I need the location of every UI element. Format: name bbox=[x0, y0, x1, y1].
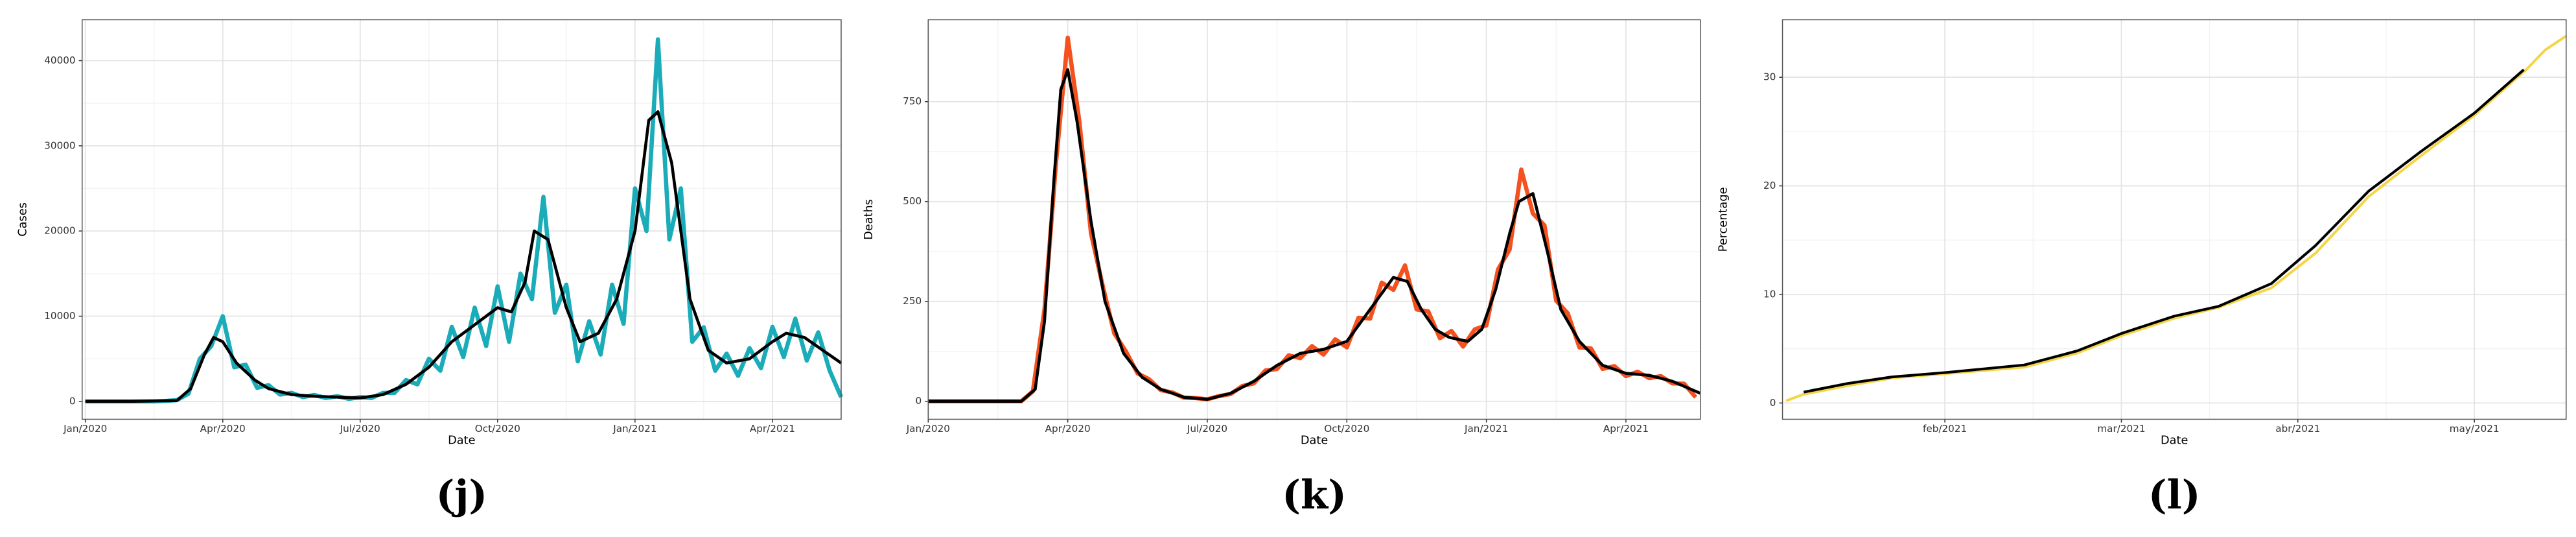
y-tick-label: 250 bbox=[903, 295, 922, 307]
y-axis-title: Deaths bbox=[863, 199, 876, 240]
y-tick-label: 20 bbox=[1763, 180, 1776, 191]
plot-panel bbox=[928, 19, 1700, 420]
x-tick-label: Jan/2020 bbox=[906, 423, 950, 435]
x-tick-label: Apr/2020 bbox=[1045, 423, 1091, 435]
x-axis-title: Date bbox=[448, 434, 475, 447]
panel-caption: (l) bbox=[2148, 472, 2201, 518]
y-tick-label: 20000 bbox=[44, 225, 75, 237]
y-tick-label: 30 bbox=[1763, 71, 1776, 83]
x-tick-label: Oct/2020 bbox=[1324, 423, 1369, 435]
y-tick-label: 500 bbox=[903, 195, 922, 207]
y-tick-label: 40000 bbox=[44, 54, 75, 66]
series-line bbox=[85, 37, 843, 404]
x-tick-label: Jan/2020 bbox=[63, 423, 107, 435]
x-tick-label: Jan/2021 bbox=[1464, 423, 1508, 435]
y-tick-label: 750 bbox=[903, 95, 922, 107]
x-tick-label: may/2021 bbox=[2450, 423, 2500, 435]
plot-panel bbox=[1782, 19, 2566, 420]
y-tick-label: 0 bbox=[69, 395, 76, 407]
y-axis-title: Cases bbox=[16, 202, 29, 237]
panel-caption: (j) bbox=[436, 472, 488, 518]
x-tick-label: Jul/2020 bbox=[1187, 423, 1227, 435]
panel-border bbox=[81, 19, 842, 420]
y-tick-label: 0 bbox=[1770, 397, 1776, 409]
series-line bbox=[1803, 68, 2525, 394]
panel-border bbox=[927, 19, 1701, 420]
x-tick-label: Jul/2020 bbox=[340, 423, 380, 435]
x-axis-title: Date bbox=[1301, 434, 1328, 447]
y-axis-title: Percentage bbox=[1717, 187, 1730, 252]
x-axis-title: Date bbox=[2161, 434, 2188, 447]
x-tick-label: mar/2021 bbox=[2097, 423, 2145, 435]
series-line bbox=[928, 68, 1701, 403]
x-tick-label: Jan/2021 bbox=[612, 423, 656, 435]
x-tick-label: abr/2021 bbox=[2275, 423, 2320, 435]
panel-border bbox=[1781, 19, 2567, 420]
series-line bbox=[85, 110, 842, 403]
y-tick-label: 0 bbox=[915, 395, 922, 407]
panel-caption: (k) bbox=[1282, 472, 1347, 518]
x-tick-label: Apr/2021 bbox=[750, 423, 795, 435]
y-tick-label: 10000 bbox=[44, 310, 75, 322]
x-tick-label: Apr/2021 bbox=[1603, 423, 1649, 435]
x-tick-label: feb/2021 bbox=[1923, 423, 1967, 435]
x-tick-label: Apr/2020 bbox=[200, 423, 246, 435]
y-tick-label: 10 bbox=[1763, 288, 1776, 300]
y-tick-label: 30000 bbox=[44, 139, 75, 151]
x-tick-label: Oct/2020 bbox=[475, 423, 520, 435]
